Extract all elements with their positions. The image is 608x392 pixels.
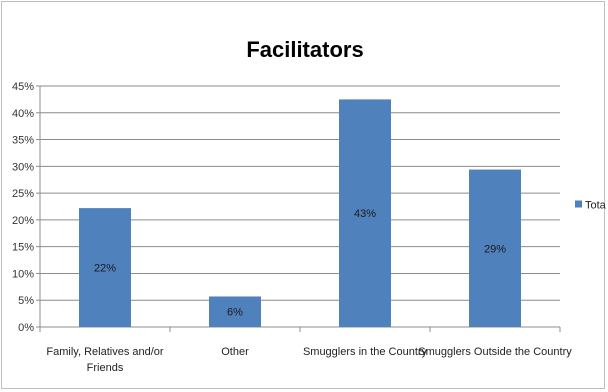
y-tick-label: 45% — [12, 81, 34, 93]
data-label: 22% — [94, 263, 116, 275]
bars — [79, 99, 521, 327]
category-label: Family, Relatives and/or — [46, 346, 164, 358]
category-label: Smugglers in the Country — [303, 346, 428, 358]
y-tick-label: 10% — [12, 268, 34, 280]
category-label: Smugglers Outside the Country — [418, 346, 572, 358]
y-tick-label: 35% — [12, 135, 34, 147]
chart-title: Facilitators — [246, 37, 363, 62]
legend: Total — [575, 200, 606, 212]
data-label: 43% — [354, 208, 376, 220]
y-tick-label: 5% — [18, 295, 34, 307]
category-label: Other — [221, 346, 249, 358]
bar — [79, 208, 131, 327]
y-tick-label: 15% — [12, 242, 34, 254]
legend-swatch — [575, 200, 582, 208]
data-label: 29% — [484, 243, 506, 255]
category-labels: Family, Relatives and/or Friends Other Smug… — [46, 346, 572, 374]
y-tick-label: 0% — [18, 322, 34, 334]
bar — [209, 296, 261, 327]
legend-label: Total — [585, 200, 606, 212]
category-label: Friends — [87, 362, 124, 374]
y-tick-labels: 0% 5% 10% 15% 20% 25% 30% 35% 40% 45% — [12, 81, 34, 334]
y-tick-label: 40% — [12, 108, 34, 120]
data-labels: 22% 6% 43% 29% — [94, 208, 506, 319]
bar — [339, 99, 391, 327]
y-tick-label: 20% — [12, 215, 34, 227]
y-tick-label: 25% — [12, 188, 34, 200]
data-label: 6% — [227, 307, 243, 319]
y-tick-label: 30% — [12, 161, 34, 173]
bar — [469, 169, 521, 327]
